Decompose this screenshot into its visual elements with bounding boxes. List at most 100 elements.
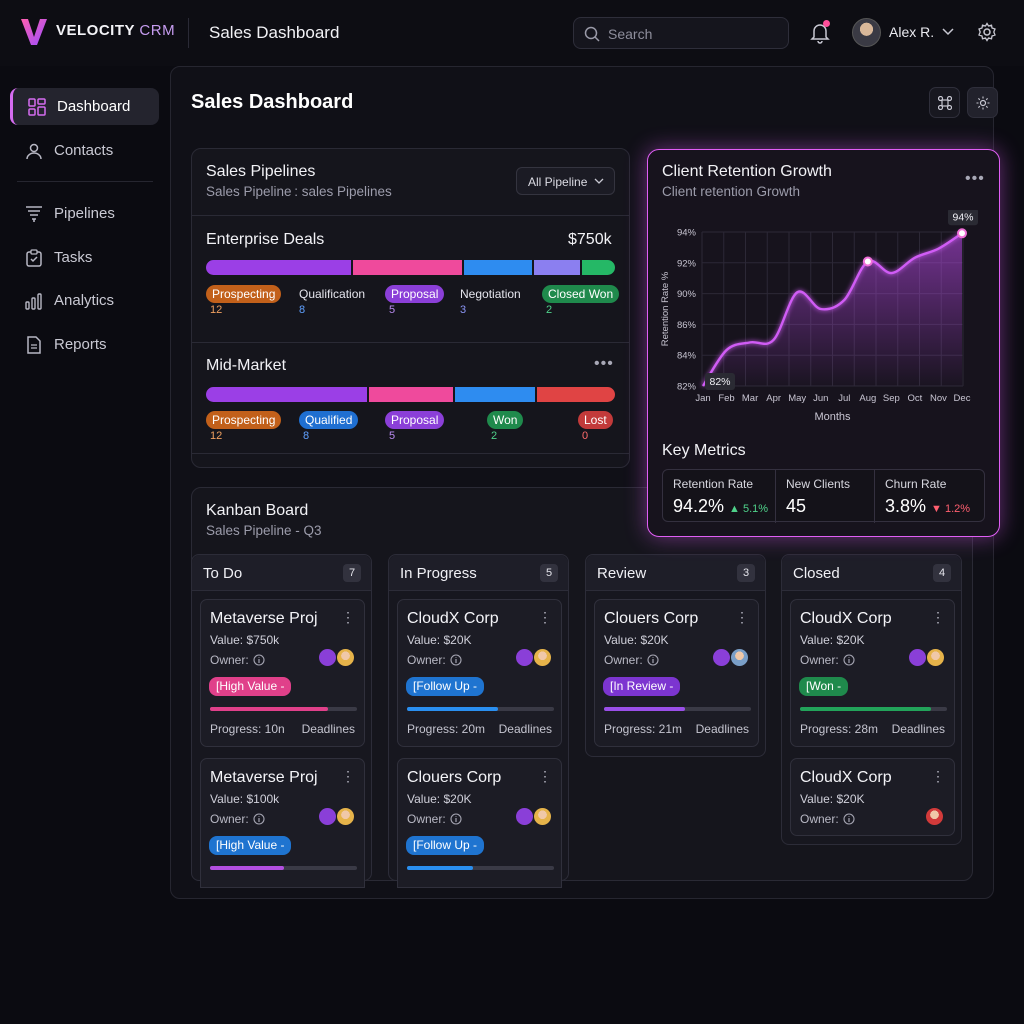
deal-card[interactable]: Clouers Corp ⋮ Value: $20K Owner: [In Review… xyxy=(594,599,759,747)
stage-qualified[interactable]: Qualified 8 xyxy=(299,411,359,442)
deadline-link[interactable]: Deadlines xyxy=(498,722,552,736)
info-icon[interactable] xyxy=(450,813,462,825)
sidebar-item-reports[interactable]: Reports xyxy=(10,326,159,363)
sidebar-item-label: Pipelines xyxy=(54,205,115,222)
owner-avatar[interactable] xyxy=(533,648,552,667)
theme-toggle-button[interactable] xyxy=(967,87,998,118)
deadline-link[interactable]: Deadlines xyxy=(891,722,945,736)
search-input[interactable]: Search xyxy=(573,17,789,49)
enterprise-deals-amount: $750k xyxy=(568,231,612,248)
x-tick-label: Oct xyxy=(908,393,923,404)
info-icon[interactable] xyxy=(450,654,462,666)
divider xyxy=(192,453,629,454)
deal-status-tag[interactable]: [High Value - xyxy=(209,836,292,855)
velocity-logo-icon[interactable] xyxy=(20,17,48,47)
data-point[interactable] xyxy=(862,256,873,267)
user-name[interactable]: Alex R. xyxy=(889,24,935,40)
x-tick-label: Sep xyxy=(883,393,900,404)
grid-view-button[interactable] xyxy=(929,87,960,118)
metric-label: New Clients xyxy=(786,477,851,491)
info-icon[interactable] xyxy=(253,654,265,666)
owner-avatar[interactable] xyxy=(318,807,337,826)
progress-fill xyxy=(210,866,284,870)
sidebar-item-analytics[interactable]: Analytics xyxy=(10,282,159,319)
more-vertical-icon[interactable]: ⋮ xyxy=(538,768,552,784)
pipeline-filter-dropdown[interactable]: All Pipeline xyxy=(516,167,615,195)
owner-avatar[interactable] xyxy=(730,648,749,667)
info-icon[interactable] xyxy=(253,813,265,825)
deal-status-tag[interactable]: [Won - xyxy=(799,677,849,696)
sidebar-item-dashboard[interactable]: Dashboard xyxy=(10,88,159,125)
stage-proposal[interactable]: Proposal 5 xyxy=(385,285,445,316)
deal-card[interactable]: CloudX Corp ⋮ Value: $20K Owner: [Follow Up … xyxy=(397,599,562,747)
deal-card[interactable]: Metaverse Proj ⋮ Value: $750k Owner: [High V… xyxy=(200,599,365,747)
owner-avatar[interactable] xyxy=(515,807,534,826)
deadline-link[interactable]: Deadlines xyxy=(301,722,355,736)
deal-owner-label: Owner: xyxy=(604,653,643,667)
sidebar-item-tasks[interactable]: Tasks xyxy=(10,239,159,276)
deal-status-tag[interactable]: [Follow Up - xyxy=(406,677,485,696)
owner-avatar[interactable] xyxy=(336,648,355,667)
deal-card[interactable]: Clouers Corp ⋮ Value: $20K Owner: [Follow Up… xyxy=(397,758,562,888)
stage-lost[interactable]: Lost 0 xyxy=(578,411,613,442)
column-count-badge: 4 xyxy=(933,564,951,582)
stage-prospecting[interactable]: Prospecting 12 xyxy=(206,285,282,316)
stage-closed-won[interactable]: Closed Won 2 xyxy=(542,285,620,316)
user-avatar[interactable] xyxy=(852,18,881,47)
stage-segment xyxy=(206,260,351,275)
more-options-icon[interactable]: ••• xyxy=(594,355,614,372)
metric-new-clients: New Clients 45 xyxy=(776,470,874,523)
owner-avatar[interactable] xyxy=(925,807,944,826)
metric-label: Churn Rate xyxy=(885,477,947,491)
metric-value: 45 xyxy=(786,496,807,516)
column-title: In Progress xyxy=(400,565,477,582)
deal-card[interactable]: CloudX Corp ⋮ Value: $20K Owner: xyxy=(790,758,955,836)
deal-status-tag[interactable]: [High Value - xyxy=(209,677,292,696)
more-vertical-icon[interactable]: ⋮ xyxy=(341,609,355,625)
more-vertical-icon[interactable]: ⋮ xyxy=(735,609,749,625)
info-icon[interactable] xyxy=(843,813,855,825)
sidebar-item-pipelines[interactable]: Pipelines xyxy=(10,195,159,232)
stage-qualification[interactable]: Qualification 8 xyxy=(299,287,366,316)
data-point[interactable] xyxy=(957,228,967,239)
enterprise-deals-title: Enterprise Deals xyxy=(206,231,325,248)
info-icon[interactable] xyxy=(843,654,855,666)
deal-card[interactable]: CloudX Corp ⋮ Value: $20K Owner: [Won - Progr… xyxy=(790,599,955,747)
owner-avatar[interactable] xyxy=(318,648,337,667)
notification-bell-icon[interactable] xyxy=(810,22,830,44)
deal-value: Value: $20K xyxy=(800,633,865,647)
deal-title: Clouers Corp xyxy=(604,610,699,627)
owner-avatar[interactable] xyxy=(926,648,945,667)
owner-avatar[interactable] xyxy=(712,648,731,667)
start-value-label: 82% xyxy=(709,376,730,388)
deadline-link[interactable]: Deadlines xyxy=(695,722,749,736)
stage-won[interactable]: Won 2 xyxy=(487,411,524,442)
stage-prospecting[interactable]: Prospecting 12 xyxy=(206,411,282,442)
column-title: Closed xyxy=(793,565,840,582)
stage-proposal[interactable]: Proposal 5 xyxy=(385,411,445,442)
owner-avatar[interactable] xyxy=(336,807,355,826)
more-vertical-icon[interactable]: ⋮ xyxy=(931,609,945,625)
owner-avatar[interactable] xyxy=(533,807,552,826)
key-metrics-title: Key Metrics xyxy=(662,442,746,459)
more-vertical-icon[interactable]: ⋮ xyxy=(931,768,945,784)
more-options-icon[interactable]: ••• xyxy=(965,170,985,187)
settings-gear-icon[interactable] xyxy=(977,22,997,42)
deal-status-tag[interactable]: [Follow Up - xyxy=(406,836,485,855)
stage-negotiation[interactable]: Negotiation 3 xyxy=(460,287,521,316)
more-vertical-icon[interactable]: ⋮ xyxy=(341,768,355,784)
chevron-down-icon[interactable] xyxy=(942,28,954,36)
owner-avatar[interactable] xyxy=(515,648,534,667)
progress-text: Progress: 20m xyxy=(407,722,486,736)
deal-title: Metaverse Proj xyxy=(210,610,318,627)
info-icon[interactable] xyxy=(647,654,659,666)
progress-track xyxy=(210,707,357,711)
dashboard-icon xyxy=(28,98,46,116)
owner-avatar[interactable] xyxy=(908,648,927,667)
pipelines-subtitle: Sales Pipeline : sales Pipelines xyxy=(206,184,392,199)
more-vertical-icon[interactable]: ⋮ xyxy=(538,609,552,625)
search-placeholder: Search xyxy=(608,26,653,42)
deal-card[interactable]: Metaverse Proj ⋮ Value: $100k Owner: [High V… xyxy=(200,758,365,888)
deal-status-tag[interactable]: [In Review - xyxy=(603,677,681,696)
sidebar-item-contacts[interactable]: Contacts xyxy=(10,132,159,169)
